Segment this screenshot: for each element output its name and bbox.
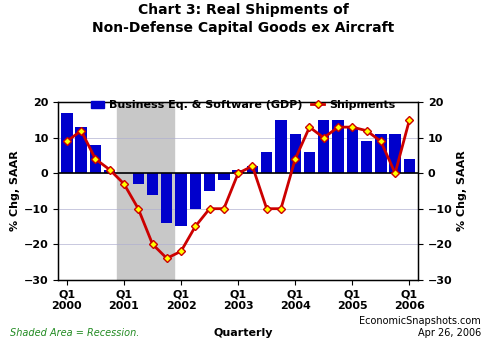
Bar	[290, 134, 301, 173]
Bar	[247, 166, 258, 173]
Y-axis label: % Chg, SAAR: % Chg, SAAR	[10, 151, 19, 231]
Y-axis label: % Chg, SAAR: % Chg, SAAR	[457, 151, 467, 231]
Text: EconomicSnapshots.com
Apr 26, 2006: EconomicSnapshots.com Apr 26, 2006	[359, 316, 481, 338]
Bar	[133, 173, 144, 184]
Text: Chart 3: Real Shipments of
Non-Defense Capital Goods ex Aircraft: Chart 3: Real Shipments of Non-Defense C…	[92, 3, 394, 35]
Bar	[347, 127, 358, 173]
Bar	[304, 152, 315, 173]
Bar	[332, 120, 344, 173]
Bar	[389, 134, 401, 173]
Bar	[161, 173, 173, 223]
Bar	[204, 173, 215, 191]
Bar	[147, 173, 158, 194]
Bar	[75, 127, 87, 173]
Bar	[232, 170, 244, 173]
Bar	[61, 113, 72, 173]
Text: Quarterly: Quarterly	[213, 328, 273, 338]
Bar	[175, 173, 187, 226]
Bar	[261, 152, 272, 173]
Bar	[218, 173, 229, 180]
Legend: Business Eq. & Software (GDP), Shipments: Business Eq. & Software (GDP), Shipments	[87, 96, 399, 115]
Text: Shaded Area = Recession.: Shaded Area = Recession.	[10, 328, 139, 338]
Bar	[361, 141, 372, 173]
Bar	[104, 170, 115, 173]
Bar	[90, 145, 101, 173]
Bar	[275, 120, 287, 173]
Bar	[404, 159, 415, 173]
Bar	[190, 173, 201, 209]
Bar	[117, 102, 174, 280]
Bar	[375, 134, 386, 173]
Bar	[318, 120, 330, 173]
